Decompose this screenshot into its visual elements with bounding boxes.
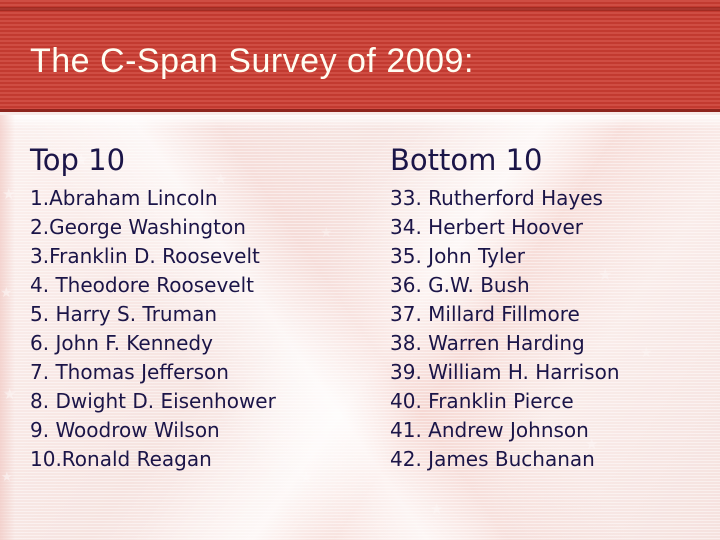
list-item: 42. James Buchanan: [390, 447, 595, 471]
list-item: 6. John F. Kennedy: [30, 331, 213, 355]
list-item: 38. Warren Harding: [390, 331, 585, 355]
top10-column: Top 10 1.Abraham Lincoln 2.George Washin…: [30, 142, 370, 474]
flag-union-strip: [0, 115, 15, 540]
list-item: 33. Rutherford Hayes: [390, 186, 603, 210]
bottom10-column: Bottom 10 33. Rutherford Hayes 34. Herbe…: [390, 142, 710, 474]
slide-title: The C-Span Survey of 2009:: [30, 42, 474, 80]
title-banner: The C-Span Survey of 2009:: [0, 0, 720, 112]
list-item: 9. Woodrow Wilson: [30, 418, 220, 442]
list-item: 36. G.W. Bush: [390, 273, 530, 297]
bottom10-heading: Bottom 10: [390, 143, 543, 177]
list-item: 34. Herbert Hoover: [390, 215, 584, 239]
list-item: 10.Ronald Reagan: [30, 447, 212, 471]
list-item: 37. Millard Fillmore: [390, 302, 580, 326]
list-item: 5. Harry S. Truman: [30, 302, 218, 326]
list-item: 8. Dwight D. Eisenhower: [30, 389, 276, 413]
list-item: 1.Abraham Lincoln: [30, 186, 218, 210]
list-item: 39. William H. Harrison: [390, 360, 620, 384]
top10-heading: Top 10: [30, 143, 126, 177]
list-item: 7. Thomas Jefferson: [30, 360, 229, 384]
list-item: 35. John Tyler: [390, 244, 526, 268]
list-item: 41. Andrew Johnson: [390, 418, 589, 442]
star-watermark-icon: ★: [430, 500, 444, 518]
list-item: 40. Franklin Pierce: [390, 389, 574, 413]
content-area: ★ ★ ★ ★ ★ ★ ★ ★ ★ ★ ★ ★ Top 10 1.Abraham…: [0, 115, 720, 540]
list-item: 3.Franklin D. Roosevelt: [30, 244, 260, 268]
list-item: 4. Theodore Roosevelt: [30, 273, 254, 297]
list-item: 2.George Washington: [30, 215, 246, 239]
